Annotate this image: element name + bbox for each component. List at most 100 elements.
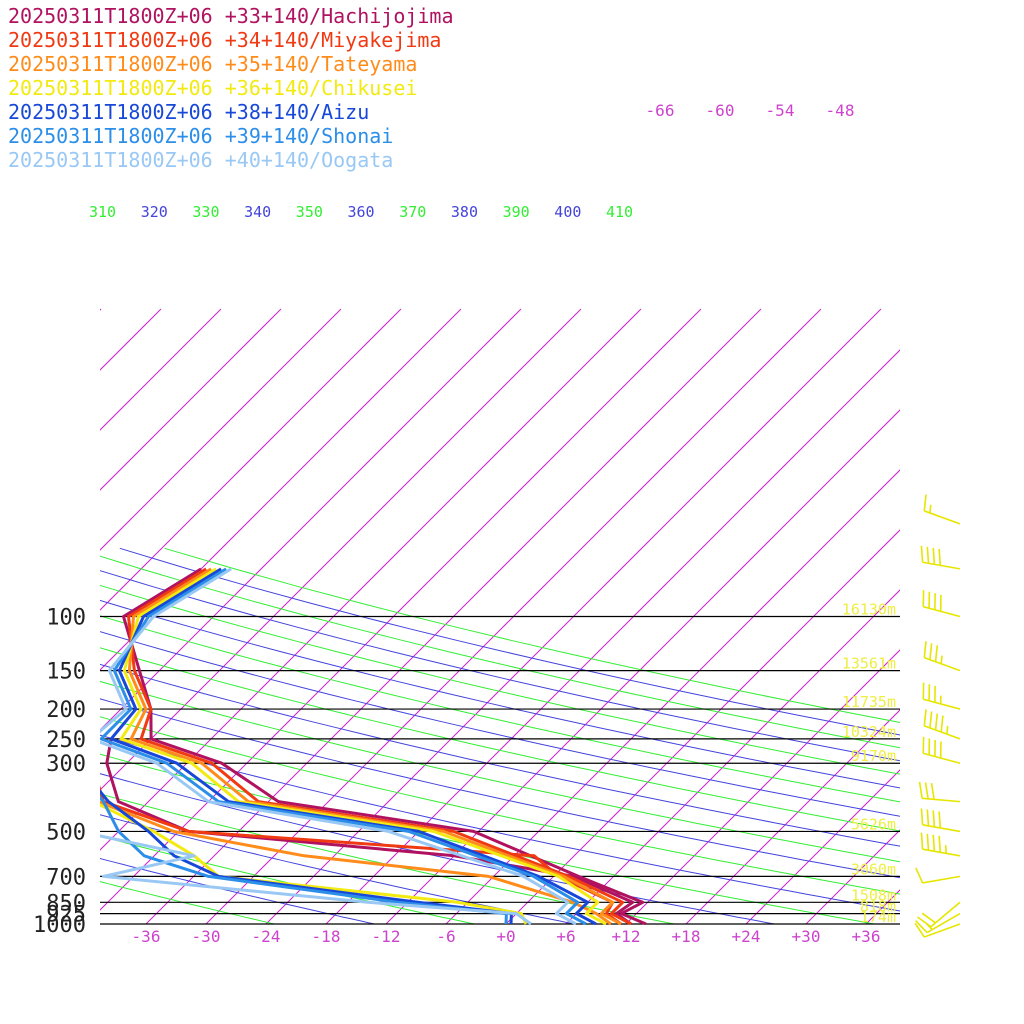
temperature-tick-label: -24 [252,927,281,946]
barb-shaft [924,510,961,525]
barb-feather [920,545,924,563]
barb-half-feather [944,845,948,854]
dry-adiabat-line [100,584,900,775]
upper-temperature-label: -66 [646,101,675,120]
isotherm-line [100,308,342,551]
height-label: 10324m [842,723,896,741]
theta-label: 360 [348,203,375,221]
isotherm-line [100,308,282,491]
barb-feather [926,833,930,851]
dewpoint-line [105,738,635,925]
dry-adiabat-line [100,615,900,803]
wind-barb [920,808,961,833]
dry-adiabat-line [100,857,375,925]
barb-feather [932,834,936,852]
barb-feather [938,811,942,829]
temperature-tick-label: +0 [496,927,515,946]
pressure-label: 850 [46,891,86,916]
theta-label: 320 [141,203,168,221]
dry-adiabat-line [100,680,900,863]
wind-barbs [914,494,961,938]
height-label: 3060m [851,860,896,878]
barb-feather [923,641,927,658]
dry-adiabat-line [100,753,875,925]
barb-shaft [922,824,961,833]
wind-barb [923,709,961,740]
theta-label: 400 [554,203,581,221]
upper-temperature-labels: -66 -60 -54 -48 [646,101,855,120]
theta-label: 410 [606,203,633,221]
isotherm-line [685,709,900,925]
barb-feather [940,715,944,733]
legend: 20250311T1800Z+06 +33+140/Hachijojima 20… [8,4,454,172]
isobar-lines [100,615,900,925]
temperature-line [127,567,622,925]
height-label: 16130m [842,601,896,619]
barb-shaft [922,848,961,857]
barb-feather [923,709,927,726]
pressure-label: 200 [46,698,86,723]
pressure-label: 700 [46,865,86,890]
barb-feather [924,782,929,799]
barb-feather [926,809,930,826]
barb-half-feather [946,725,949,735]
wind-barb [923,641,961,672]
wind-barb [923,494,961,525]
temperature-tick-label: -18 [312,927,341,946]
height-label: 1508m [851,886,896,904]
dry-adiabat-line [100,716,900,895]
wind-barb [917,901,961,928]
dry-adiabat-line [100,698,900,879]
barb-feather [938,548,942,566]
temperature-tick-label: +6 [556,927,575,946]
barb-feather [921,912,936,924]
temperature-tick-label: +24 [732,927,761,946]
barb-shaft [930,901,961,928]
legend-entry: 20250311T1800Z+06 +36+140/Chikusei [8,76,418,100]
barb-half-feather [929,504,932,514]
theta-label: 310 [89,203,116,221]
isotherm-line [100,308,222,431]
temperature-line [100,567,587,925]
height-label: 13561m [842,655,896,673]
wind-barb [922,736,961,764]
legend-entry: 20250311T1800Z+06 +34+140/Miyakejima [8,28,442,52]
barb-feather [932,547,936,565]
barb-shaft [922,875,961,884]
dry-adiabat-line [100,814,575,925]
barb-shaft [922,561,961,570]
dry-adiabat-line [164,547,900,723]
dry-adiabat-line [100,881,275,925]
barb-shaft [923,698,961,710]
temperature-line [127,567,632,925]
barb-half-feather [940,655,943,664]
pressure-label: 925 [46,903,86,928]
barb-feather [918,781,923,799]
temperature-line [100,567,577,925]
legend-entry: 20250311T1800Z+06 +33+140/Hachijojima [8,4,454,28]
temperature-tick-label: +36 [852,927,881,946]
barb-feather [915,867,924,884]
upper-temperature-label: -54 [766,101,795,120]
wind-barb [922,682,961,710]
pressure-label: 250 [46,728,86,753]
barb-feather [932,810,936,827]
dry-adiabat-line [100,570,900,762]
barb-feather [917,916,932,928]
wind-barb [918,781,961,803]
barb-feather [929,711,933,729]
pressure-label: 300 [46,752,86,777]
temperature-line [119,567,607,925]
legend-entry: 20250311T1800Z+06 +35+140/Tateyama [8,52,418,76]
legend-entry: 20250311T1800Z+06 +40+140/Oogata [8,148,394,172]
wind-barb [922,590,961,618]
dry-adiabat-line [100,647,900,832]
temperature-tick-label: +30 [792,927,821,946]
barb-feather [934,645,939,662]
pressure-label: 150 [46,660,86,685]
temperature-line [122,567,647,925]
dry-adiabat-line [100,734,900,912]
dry-adiabat-line [100,631,900,817]
